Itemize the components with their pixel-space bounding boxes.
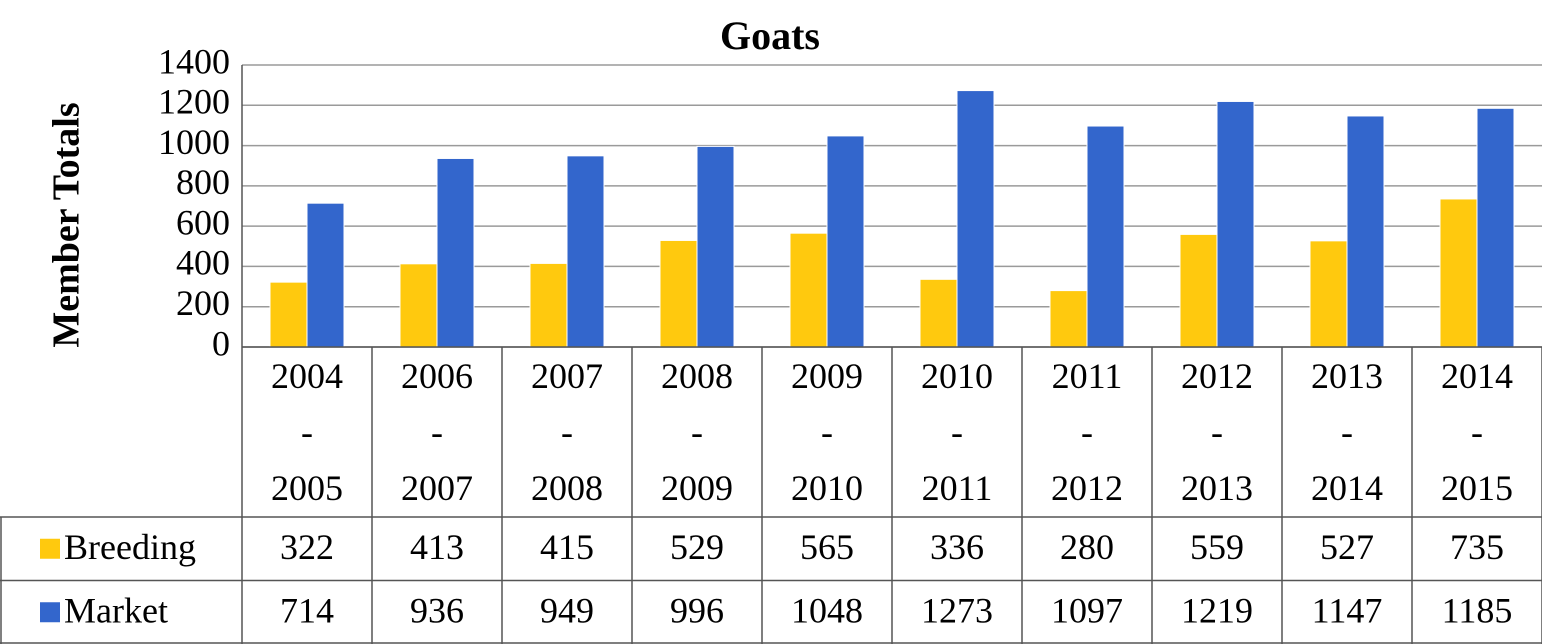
table-value: 413	[410, 527, 464, 567]
x-tick-label-cell: 2010 - 2011	[892, 347, 1022, 517]
x-tick-label: 2004 - 2005	[271, 356, 343, 508]
legend-label: Market	[64, 591, 168, 631]
x-tick-label-cell: 2012 - 2013	[1152, 347, 1282, 517]
x-tick-label-cell: 2011 - 2012	[1022, 347, 1152, 517]
table-value: 527	[1320, 527, 1374, 567]
legend-swatch	[40, 538, 60, 559]
bar	[399, 263, 438, 348]
table-value: 996	[670, 591, 724, 631]
bar	[1086, 125, 1125, 348]
y-axis-label: Member Totals	[46, 102, 88, 347]
bar	[1439, 198, 1478, 348]
y-tick-label: 800	[176, 162, 230, 202]
table-value: 1185	[1442, 591, 1513, 631]
y-tick-label: 1400	[158, 41, 230, 81]
x-tick-label: 2009 - 2010	[791, 356, 863, 508]
bar	[1049, 290, 1088, 348]
x-tick-label: 2010 - 2011	[921, 356, 993, 508]
table-value: 565	[800, 527, 854, 567]
x-tick-label: 2006 - 2007	[401, 356, 473, 508]
bar	[826, 135, 865, 348]
bar	[956, 90, 995, 348]
x-tick-label: 2014 - 2015	[1441, 356, 1513, 508]
x-tick-label: 2012 - 2013	[1181, 356, 1253, 508]
table-value: 936	[410, 591, 464, 631]
legend-label: Breeding	[64, 527, 196, 567]
x-tick-label: 2007 - 2008	[531, 356, 603, 508]
table-value: 1147	[1312, 591, 1383, 631]
y-tick-label: 200	[176, 283, 230, 323]
table-value: 415	[540, 527, 594, 567]
table-value: 1048	[791, 591, 863, 631]
table-value: 336	[930, 527, 984, 567]
bar	[1346, 115, 1385, 348]
table-value: 949	[540, 591, 594, 631]
bar	[436, 157, 475, 348]
table-value: 1097	[1051, 591, 1123, 631]
bar	[269, 281, 308, 348]
x-tick-label-cell: 2013 - 2014	[1282, 347, 1412, 517]
table-value: 735	[1450, 527, 1504, 567]
table-value: 322	[280, 527, 334, 567]
table-value: 1273	[921, 591, 993, 631]
bar	[1309, 240, 1348, 348]
x-tick-label: 2011 - 2012	[1051, 356, 1123, 508]
y-tick-label: 400	[176, 243, 230, 283]
y-tick-label: 1200	[158, 82, 230, 122]
bar	[696, 145, 735, 348]
table-value: 714	[280, 591, 334, 631]
bar	[919, 278, 958, 348]
bar	[1179, 233, 1218, 348]
x-tick-label-cell: 2009 - 2010	[762, 347, 892, 517]
y-tick-label: 1000	[158, 122, 230, 162]
x-tick-label-cell: 2008 - 2009	[632, 347, 762, 517]
chart-title: Goats	[720, 13, 820, 58]
y-tick-label: 0	[212, 323, 230, 363]
x-tick-label: 2008 - 2009	[661, 356, 733, 508]
x-tick-label-cell: 2007 - 2008	[502, 347, 632, 517]
x-tick-label: 2013 - 2014	[1311, 356, 1383, 508]
bar	[529, 262, 568, 348]
bar	[1476, 107, 1515, 348]
x-tick-label-cell: 2006 - 2007	[372, 347, 502, 517]
x-tick-label-cell: 2004 - 2005	[242, 347, 372, 517]
table-value: 559	[1190, 527, 1244, 567]
x-tick-label-cell: 2014 - 2015	[1412, 347, 1542, 517]
legend-swatch	[40, 602, 60, 623]
bar	[566, 155, 605, 348]
bar	[306, 202, 345, 348]
table-value: 1219	[1181, 591, 1253, 631]
bar	[789, 232, 828, 348]
table-value: 280	[1060, 527, 1114, 567]
bar	[659, 239, 698, 348]
table-value: 529	[670, 527, 724, 567]
bar	[1216, 100, 1255, 348]
y-tick-label: 600	[176, 202, 230, 242]
